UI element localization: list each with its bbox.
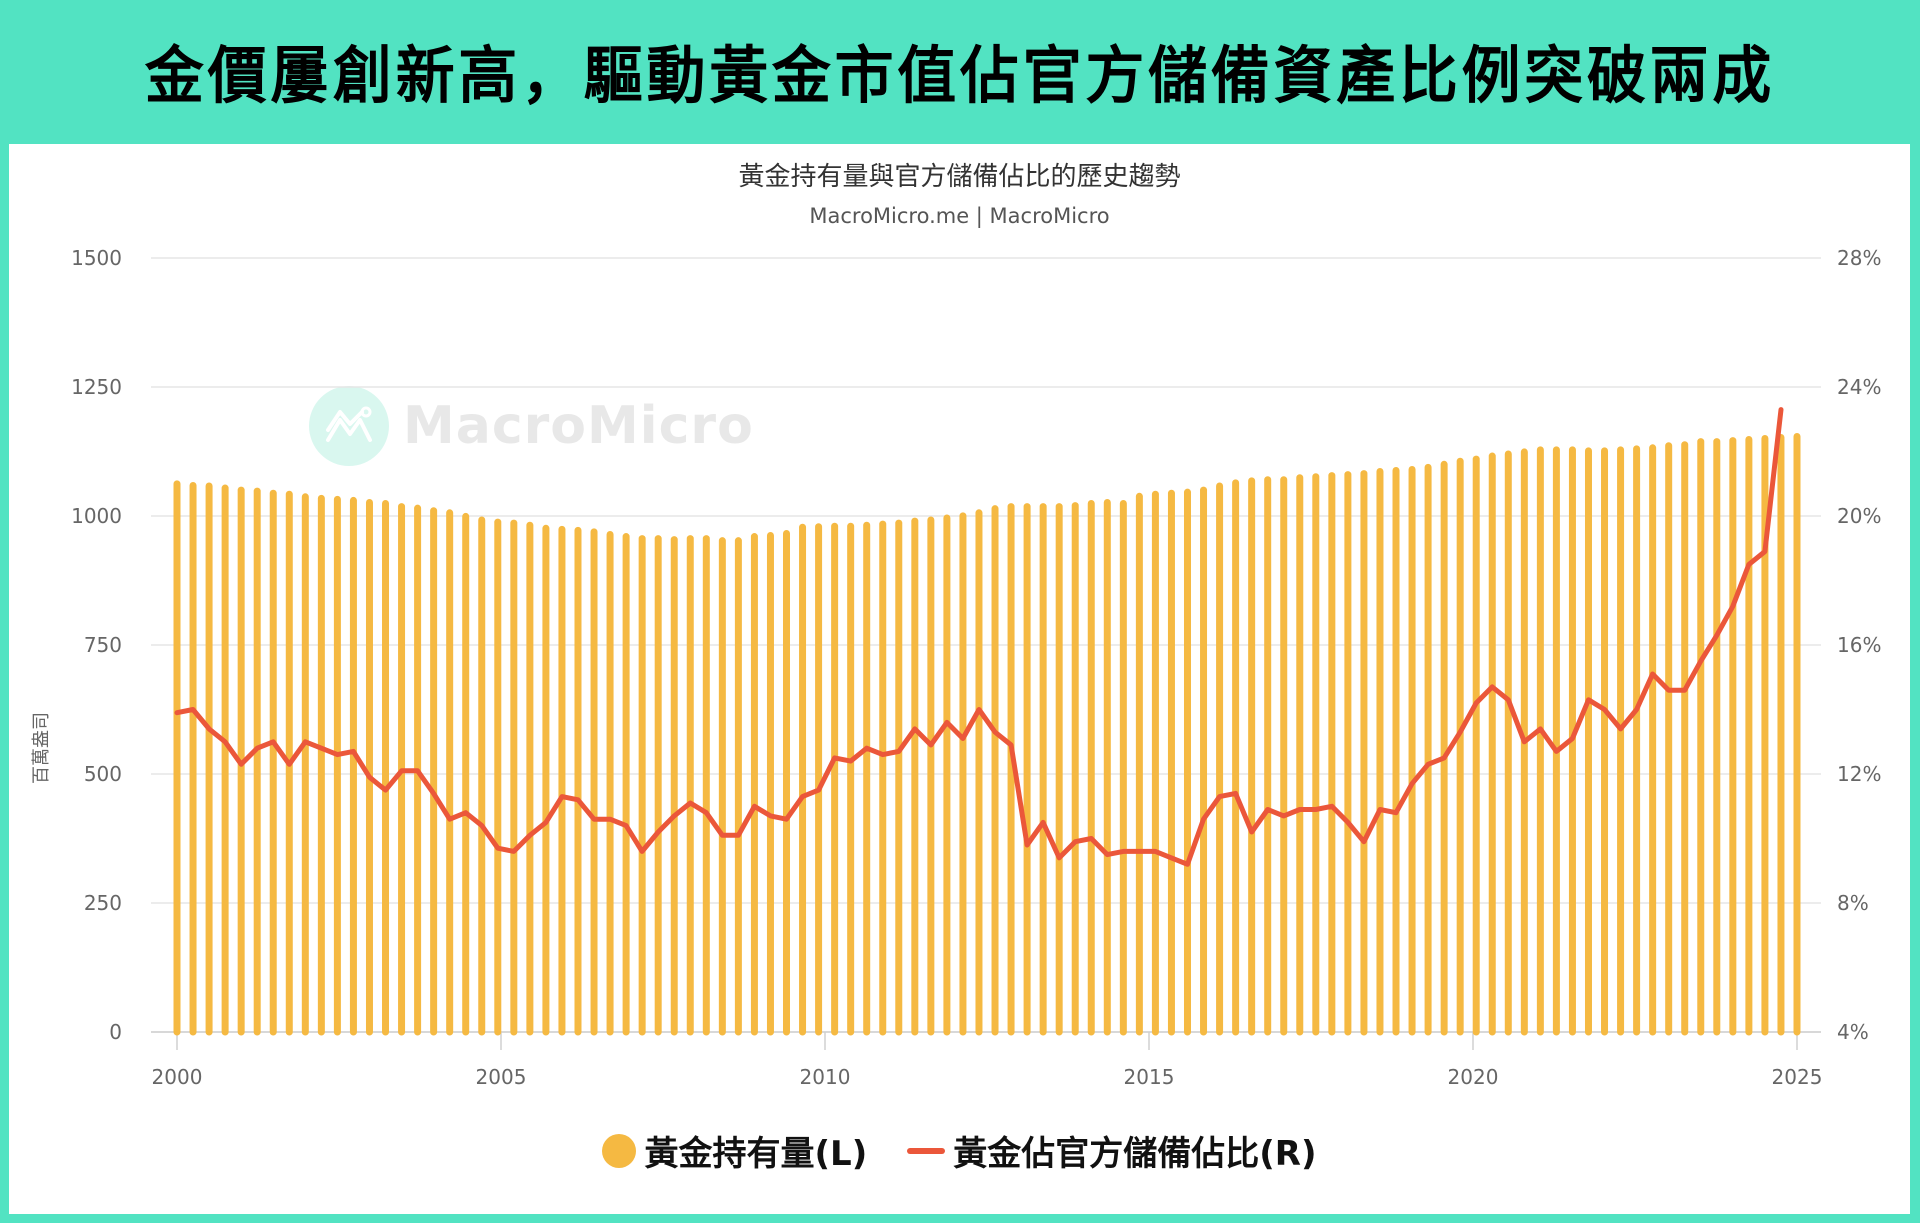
headline-banner: 金價屢創新高，驅動黃金市值佔官方儲備資產比例突破兩成: [0, 0, 1920, 140]
legend-item-gold-holdings[interactable]: 黃金持有量(L): [602, 1126, 867, 1175]
left-axis-tick: 250: [84, 891, 122, 915]
reserve-share-line[interactable]: [174, 407, 1784, 867]
left-axis-tick: 1000: [71, 504, 122, 528]
right-axis-tick: 4%: [1837, 1020, 1869, 1044]
headline-text: 金價屢創新高，驅動黃金市值佔官方儲備資產比例突破兩成: [144, 39, 1776, 112]
x-axis-tick: 2020: [1448, 1065, 1499, 1089]
chart-title: 黃金持有量與官方儲備佔比的歷史趨勢: [738, 162, 1181, 192]
x-axis-tick: 2010: [800, 1065, 851, 1089]
bar-series-marker-icon: [602, 1133, 637, 1168]
left-axis-tick: 500: [84, 762, 122, 786]
chart-subtitle: MacroMicro.me | MacroMicro: [809, 204, 1110, 228]
legend-item-reserve-share[interactable]: 黃金佔官方儲備佔比(R): [907, 1126, 1317, 1175]
left-axis-tick: 0: [109, 1020, 122, 1044]
right-axis-tick: 28%: [1837, 246, 1881, 270]
right-axis-tick: 16%: [1837, 633, 1881, 657]
x-axis-tick: 2025: [1772, 1065, 1823, 1089]
right-axis-tick: 20%: [1837, 504, 1881, 528]
x-axis-tick: 2015: [1124, 1065, 1175, 1089]
watermark: MacroMicro: [309, 386, 754, 466]
x-axis-tick: 2000: [152, 1065, 203, 1089]
left-axis-tick: 1250: [71, 375, 122, 399]
x-axis-tick: 2005: [476, 1065, 527, 1089]
legend-label-gold-holdings: 黃金持有量(L): [644, 1134, 868, 1174]
left-axis-tick: 750: [84, 633, 122, 657]
chart-legend: 黃金持有量(L) 黃金佔官方儲備佔比(R): [9, 1126, 1910, 1175]
macromicro-logo-icon: [309, 386, 389, 466]
left-axis-tick: 1500: [71, 246, 122, 270]
line-series-marker-icon: [907, 1147, 946, 1154]
right-axis-tick: 12%: [1837, 762, 1881, 786]
legend-label-reserve-share: 黃金佔官方儲備佔比(R): [953, 1134, 1317, 1174]
right-axis-tick: 8%: [1837, 891, 1869, 915]
chart-panel: 黃金持有量與官方儲備佔比的歷史趨勢 MacroMicro.me | MacroM…: [9, 144, 1910, 1214]
chart-plot: 0 4% 250 8% 500 12% 750 16% 1000 20% 1250 24% 1500 28…: [71, 246, 1881, 1089]
right-axis-tick: 24%: [1837, 375, 1881, 399]
watermark-text: MacroMicro: [403, 396, 754, 456]
